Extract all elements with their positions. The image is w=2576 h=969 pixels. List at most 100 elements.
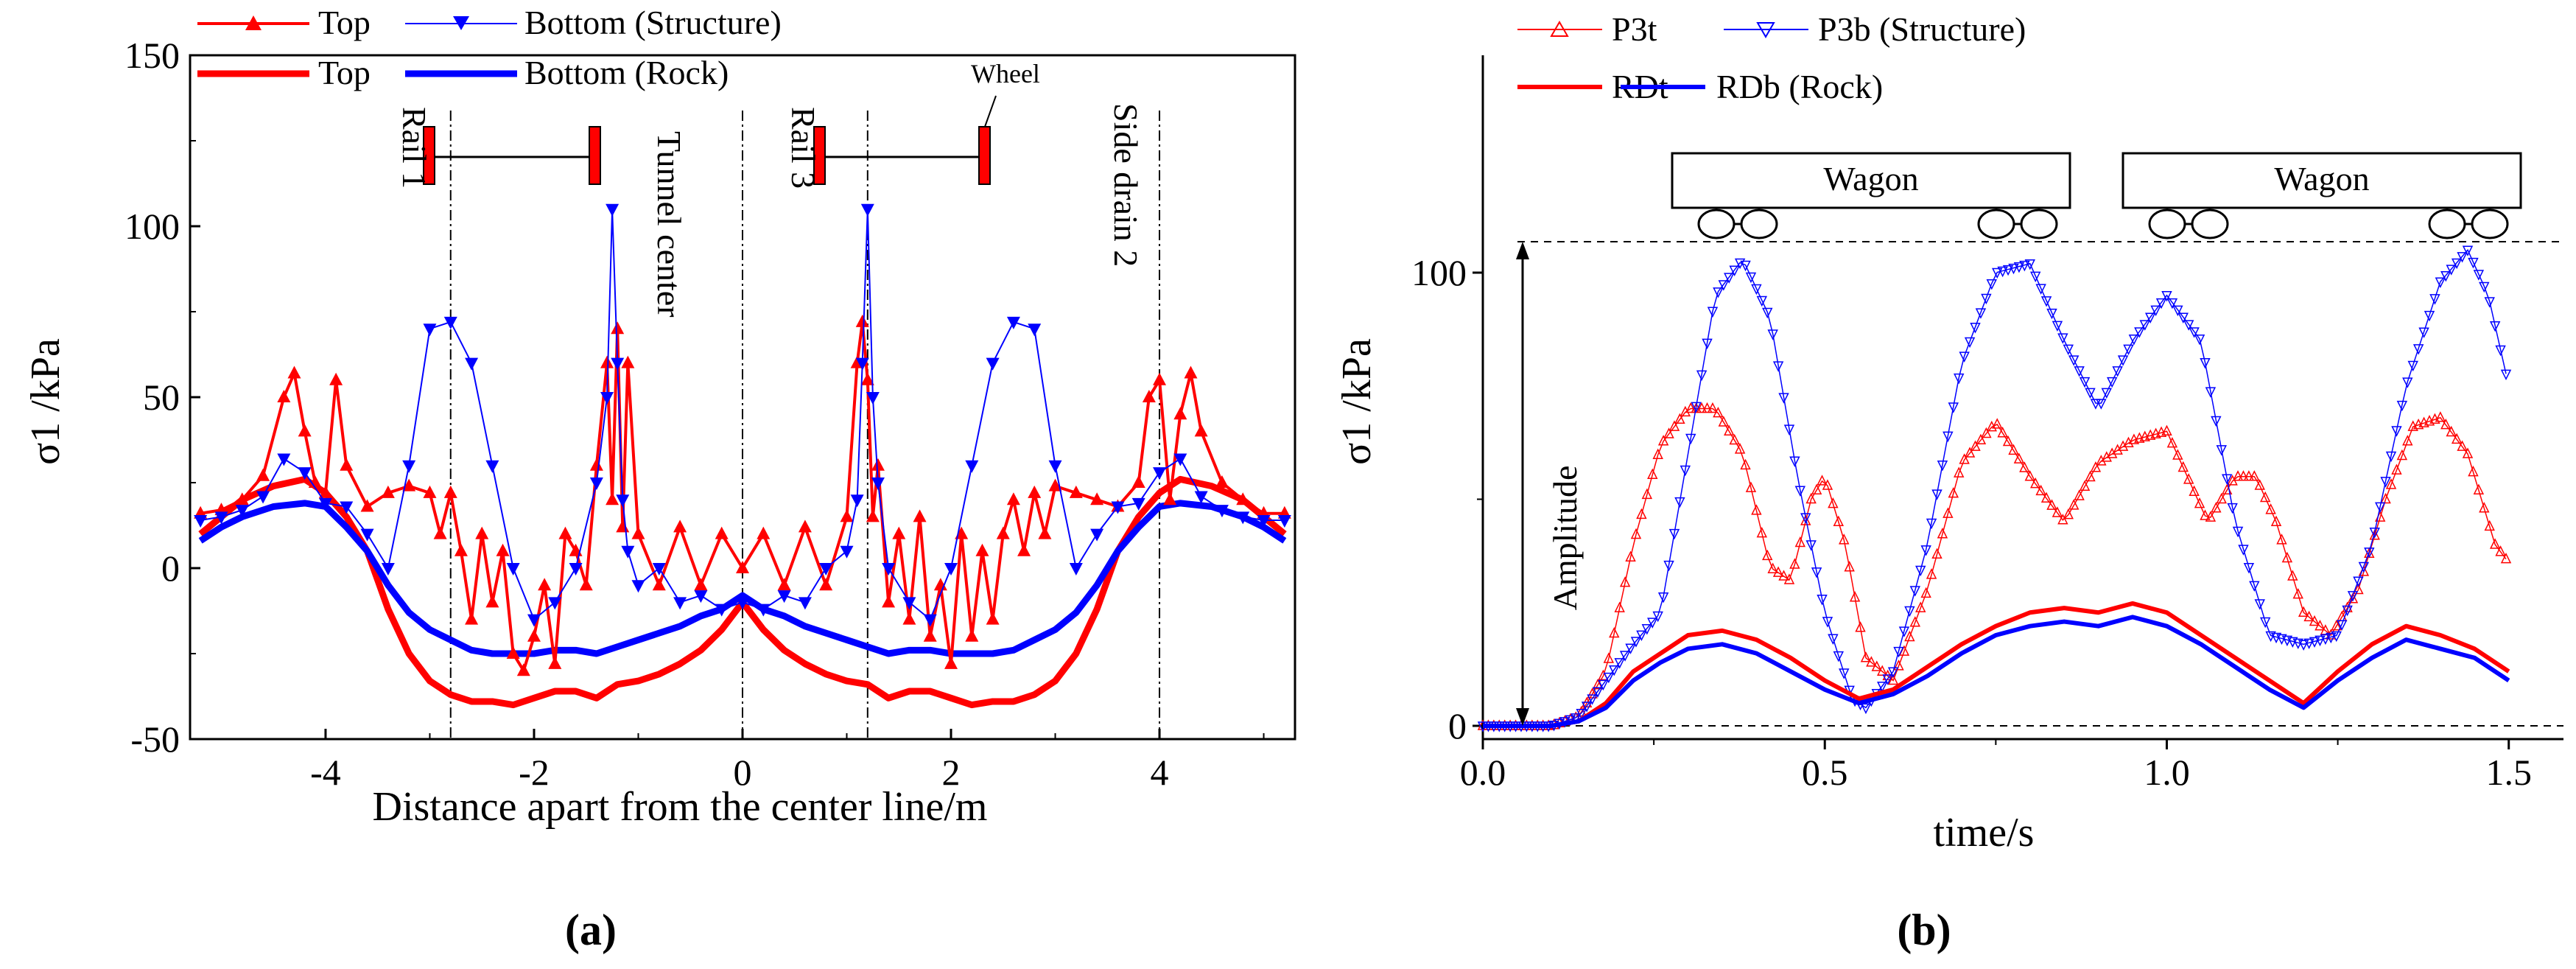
data-point [2238,470,2249,481]
data-point [1581,702,1593,713]
data-point [1215,475,1229,488]
data-point [2402,435,2413,446]
data-point [1767,329,1778,340]
data-point [1069,485,1083,498]
data-point [548,597,562,610]
data-point [1817,475,1828,486]
data-point [1707,402,1719,413]
legend-a-top-rock-label: Top [318,54,371,91]
data-point [2326,632,2337,644]
legend-a-bottom-rock: Bottom (Rock) [405,54,729,91]
data-point [2391,463,2402,475]
data-point [944,656,958,669]
data-point [1920,545,1931,556]
data-point [1674,497,1685,508]
data-point [673,520,687,533]
data-point [1909,616,1921,627]
data-point [1236,511,1250,525]
data-point [1964,447,1976,458]
wheel-rail-schematic: Wheel [423,59,1040,185]
data-point [1783,424,1795,435]
data-point [443,316,457,329]
data-point [606,492,620,506]
legend-b-p3t: P3t [1517,10,1657,48]
amplitude-arrow [1516,242,1529,726]
data-point [2090,399,2102,410]
y-tick-label: 150 [124,35,180,76]
data-point [2232,526,2244,538]
series-line [1483,615,2510,728]
data-point [2035,284,2046,295]
data-point [2479,502,2490,513]
data-point [2270,515,2282,526]
data-point [2429,294,2440,305]
data-point [2435,277,2446,288]
data-point [2369,528,2380,539]
data-point [1657,435,1669,446]
data-point [1028,485,1042,498]
chart-b-legend: P3t P3b (Structure) RDt RDb (Rock) [1517,10,2026,105]
data-point [1625,550,1636,562]
data-point [2046,308,2057,320]
data-point [2484,520,2495,531]
data-point [616,494,630,508]
data-point [1173,407,1187,420]
data-point [2221,474,2233,485]
data-point [1614,658,1625,669]
wheel-marker-right-1 [813,126,826,185]
data-point [1745,481,1757,492]
data-point [1828,497,1839,508]
data-point [2473,483,2485,494]
data-point [2353,576,2364,587]
data-point [1751,284,1762,295]
data-point [882,595,896,608]
data-point [1153,467,1167,480]
data-point [360,528,374,542]
data-point [2259,617,2271,629]
data-point [1893,646,1904,658]
data-point [1975,433,1987,445]
data-point [1131,497,1145,511]
data-point [2074,366,2085,377]
data-point [1860,651,1872,662]
data-point [485,460,499,473]
data-point [2029,271,2041,283]
data-point [913,509,927,522]
data-point [1131,475,1145,488]
data-point [2211,416,2222,427]
data-point [1630,528,1642,539]
data-point [860,203,874,217]
data-point [579,578,593,591]
data-point [2391,426,2402,437]
data-point [1844,561,1855,572]
data-point [1048,478,1062,492]
data-point [1871,660,1883,671]
x-tick-label: -4 [310,752,341,793]
data-point [1647,468,1658,480]
data-point [1751,504,1762,515]
data-point [986,612,1000,625]
series-bottom-structure-structure [194,203,1291,627]
data-point [2052,321,2063,332]
data-point [855,314,869,327]
data-point [569,563,583,576]
data-point [1981,427,1992,438]
data-point [616,520,630,533]
data-point [2117,440,2129,451]
x-tick-label: 2 [942,752,961,793]
data-point [2347,592,2359,604]
data-point [1636,630,1647,642]
data-point [2090,461,2102,472]
data-point [798,597,812,610]
data-point [1981,293,1992,305]
data-point [1772,566,1784,577]
data-point [1800,513,1811,524]
series-p3t [1477,402,2512,730]
data-point [1860,703,1872,715]
y-tick-label: 100 [1411,252,1467,293]
series-line [198,500,1287,657]
data-point [1948,402,1959,413]
data-point [757,526,771,539]
data-point [1778,393,1789,404]
data-point [2079,480,2091,492]
